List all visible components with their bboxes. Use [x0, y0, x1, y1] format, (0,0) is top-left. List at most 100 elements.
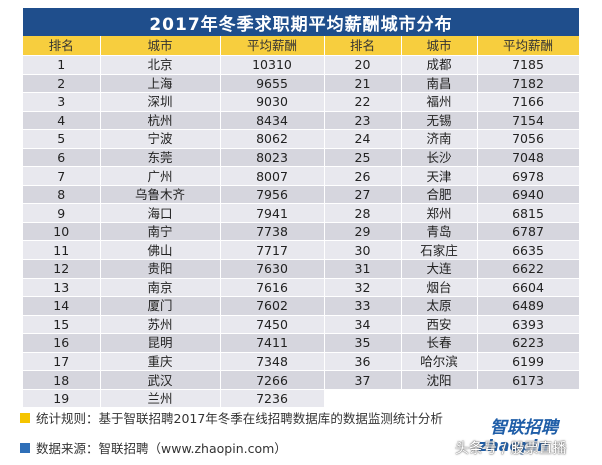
- left-rank-cell: 18: [23, 370, 101, 390]
- right-salary-cell: 7166: [477, 92, 580, 112]
- right-city-cell: 长沙: [401, 148, 478, 168]
- right-city-cell: 合肥: [401, 185, 478, 205]
- left-salary-cell: 7630: [220, 259, 325, 279]
- left-salary-cell: 8023: [220, 148, 325, 168]
- right-salary-cell: 6393: [477, 315, 580, 335]
- left-city-cell: 杭州: [100, 111, 221, 131]
- header-salary-right: 平均薪酬: [477, 36, 580, 56]
- left-rank-cell: 3: [23, 92, 101, 112]
- table-row: 18 武汉 7266 37 沈阳 6173: [23, 370, 580, 390]
- table-row: 17 重庆 7348 36 哈尔滨 6199: [23, 352, 580, 372]
- table-row: 12 贵阳 7630 31 大连 6622: [23, 259, 580, 279]
- zhaopin-logo-sub: zhaopin: [478, 436, 549, 455]
- table-row: 15 苏州 7450 34 西安 6393: [23, 315, 580, 335]
- left-salary-cell: 8062: [220, 129, 325, 149]
- right-salary-cell: 7154: [477, 111, 580, 131]
- left-rank-cell: 12: [23, 259, 101, 279]
- right-city-cell: 福州: [401, 92, 478, 112]
- left-rank-cell: 19: [23, 389, 101, 409]
- table-row: 2 上海 9655 21 南昌 7182: [23, 74, 580, 94]
- right-rank-cell: 34: [324, 315, 402, 335]
- left-city-cell: 苏州: [100, 315, 221, 335]
- right-salary-cell: 6622: [477, 259, 580, 279]
- left-city-cell: 贵阳: [100, 259, 221, 279]
- right-city-cell: 太原: [401, 296, 478, 316]
- right-rank-cell: 22: [324, 92, 402, 112]
- empty-cell: [401, 389, 478, 409]
- right-city-cell: 青岛: [401, 222, 478, 242]
- empty-cell: [324, 389, 402, 409]
- left-city-cell: 武汉: [100, 370, 221, 390]
- left-rank-cell: 8: [23, 185, 101, 205]
- right-rank-cell: 26: [324, 166, 402, 186]
- header-city-right: 城市: [401, 36, 478, 56]
- right-salary-cell: 6199: [477, 352, 580, 372]
- right-salary-cell: 6173: [477, 370, 580, 390]
- right-rank-cell: 33: [324, 296, 402, 316]
- header-salary-left: 平均薪酬: [220, 36, 325, 56]
- left-city-cell: 重庆: [100, 352, 221, 372]
- left-rank-cell: 10: [23, 222, 101, 242]
- right-rank-cell: 31: [324, 259, 402, 279]
- left-rank-cell: 1: [23, 55, 101, 75]
- left-city-cell: 昆明: [100, 333, 221, 353]
- right-rank-cell: 29: [324, 222, 402, 242]
- header-rank-left: 排名: [23, 36, 101, 56]
- right-salary-cell: 6635: [477, 240, 580, 261]
- left-rank-cell: 13: [23, 278, 101, 298]
- left-salary-cell: 7236: [220, 389, 325, 409]
- header-rank-right: 排名: [324, 36, 402, 56]
- left-salary-cell: 8007: [220, 166, 325, 186]
- right-city-cell: 沈阳: [401, 370, 478, 390]
- left-city-cell: 南宁: [100, 222, 221, 242]
- left-salary-cell: 7348: [220, 352, 325, 372]
- right-salary-cell: 7182: [477, 74, 580, 94]
- left-rank-cell: 15: [23, 315, 101, 335]
- right-salary-cell: 6489: [477, 296, 580, 316]
- right-salary-cell: 6815: [477, 203, 580, 223]
- left-city-cell: 厦门: [100, 296, 221, 316]
- right-salary-cell: 6940: [477, 185, 580, 205]
- left-rank-cell: 6: [23, 148, 101, 168]
- left-salary-cell: 7602: [220, 296, 325, 316]
- left-rank-cell: 14: [23, 296, 101, 316]
- right-salary-cell: 7048: [477, 148, 580, 168]
- salary-table: 排名 城市 平均薪酬 排名 城市 平均薪酬 1 北京 10310 20 成都 7185 2 上…: [23, 36, 580, 409]
- left-salary-cell: 7717: [220, 240, 325, 261]
- table-header-row: 排名 城市 平均薪酬 排名 城市 平均薪酬: [23, 36, 580, 56]
- table-row: 7 广州 8007 26 天津 6978: [23, 166, 580, 186]
- left-city-cell: 南京: [100, 278, 221, 298]
- yellow-bullet-icon: [20, 412, 30, 423]
- right-rank-cell: 20: [324, 55, 402, 75]
- right-salary-cell: 6604: [477, 278, 580, 298]
- right-rank-cell: 21: [324, 74, 402, 94]
- table-row: 13 南京 7616 32 烟台 6604: [23, 278, 580, 298]
- footer-rule-text: 统计规则：基于智联招聘2017年冬季在线招聘数据库的数据监测统计分析: [36, 411, 443, 426]
- right-city-cell: 烟台: [401, 278, 478, 298]
- left-city-cell: 佛山: [100, 240, 221, 261]
- footer-source: 数据来源：智联招聘（www.zhaopin.com）: [20, 438, 287, 457]
- table-body: 1 北京 10310 20 成都 7185 2 上海 9655 21 南昌 7182 3 深圳 9030 22…: [23, 55, 580, 409]
- left-salary-cell: 7956: [220, 185, 325, 205]
- empty-cell: [477, 389, 580, 409]
- right-rank-cell: 36: [324, 352, 402, 372]
- table-row: 10 南宁 7738 29 青岛 6787: [23, 222, 580, 242]
- left-rank-cell: 2: [23, 74, 101, 94]
- left-salary-cell: 7941: [220, 203, 325, 223]
- left-rank-cell: 7: [23, 166, 101, 186]
- left-city-cell: 乌鲁木齐: [100, 185, 221, 205]
- right-salary-cell: 7185: [477, 55, 580, 75]
- right-rank-cell: 24: [324, 129, 402, 149]
- right-city-cell: 南昌: [401, 74, 478, 94]
- left-city-cell: 东莞: [100, 148, 221, 168]
- right-rank-cell: 25: [324, 148, 402, 168]
- left-city-cell: 北京: [100, 55, 221, 75]
- right-city-cell: 无锡: [401, 111, 478, 131]
- table-row: 6 东莞 8023 25 长沙 7048: [23, 148, 580, 168]
- left-rank-cell: 16: [23, 333, 101, 353]
- right-city-cell: 长春: [401, 333, 478, 353]
- table-row: 9 海口 7941 28 郑州 6815: [23, 203, 580, 223]
- left-city-cell: 宁波: [100, 129, 221, 149]
- left-salary-cell: 9655: [220, 74, 325, 94]
- right-city-cell: 西安: [401, 315, 478, 335]
